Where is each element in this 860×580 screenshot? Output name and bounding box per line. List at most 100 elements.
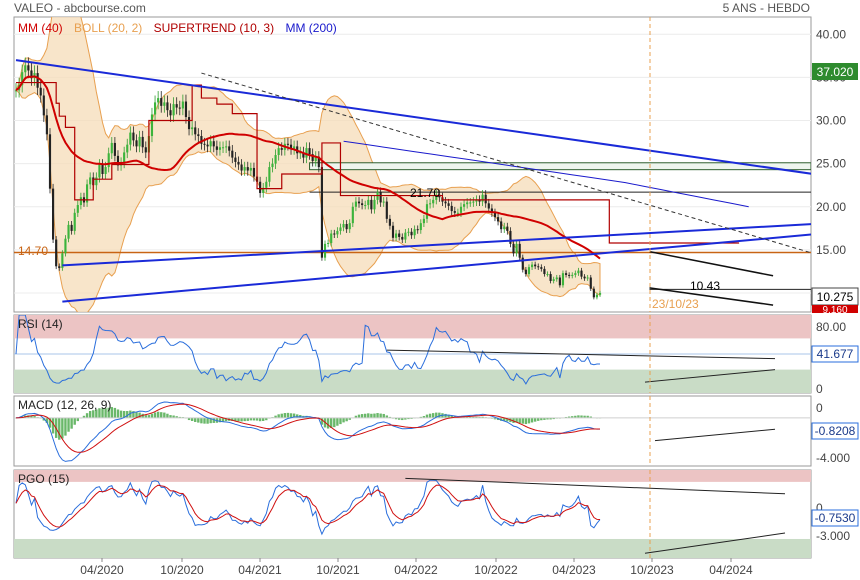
macd-hist-bar: [252, 417, 256, 421]
candle-body: [215, 146, 218, 150]
candle-body: [104, 167, 107, 174]
macd-hist-bar: [85, 413, 89, 418]
macd-hist-bar: [110, 407, 113, 418]
macd-hist-bar: [552, 417, 555, 420]
candle-body: [268, 167, 271, 182]
macd-hist-bar: [194, 417, 197, 422]
candle-body: [73, 212, 76, 231]
candle-body: [163, 102, 166, 106]
macd-hist-bar: [212, 417, 215, 423]
macd-hist-bar: [506, 417, 509, 422]
last-price-badge: [812, 63, 858, 80]
macd-panel: [13, 395, 812, 467]
trendline-0: [15, 59, 811, 175]
macd-hist-bar: [237, 417, 240, 422]
macd-hist-bar: [107, 407, 110, 418]
resistance-zone: [309, 162, 811, 171]
macd-hist-bar: [265, 417, 268, 421]
candle-body: [351, 206, 354, 224]
candle-body: [302, 152, 305, 158]
candle-body: [453, 211, 456, 213]
macd-hist-bar: [363, 413, 367, 418]
candle-body: [184, 101, 188, 118]
macd-hist-bar: [345, 417, 348, 422]
candle-body: [521, 257, 524, 270]
macd-hist-bar: [530, 417, 534, 423]
rsi-trendline-upper: [386, 349, 776, 360]
candle-body: [95, 177, 98, 186]
candle-body: [252, 167, 256, 177]
candle-body: [24, 65, 27, 73]
candle-body: [543, 268, 546, 275]
pgo-tick-0: 0: [816, 501, 823, 515]
x-tick-label: 04/2020: [80, 563, 124, 577]
macd-hist-bar: [422, 416, 426, 418]
candle-body: [444, 201, 447, 204]
candle-body: [218, 147, 222, 150]
candle-body: [194, 127, 197, 135]
macd-hist-bar: [571, 416, 574, 418]
candle-body: [447, 203, 450, 206]
macd-hist-bar: [45, 417, 49, 423]
macd-hist-bar: [404, 417, 407, 420]
x-axis: 04/2020 10/2020 04/2021 10/2021 04/2022 10/20…: [80, 558, 753, 577]
candle-body: [107, 153, 110, 168]
candle-body: [503, 226, 506, 230]
x-tick-label: 04/2021: [238, 563, 282, 577]
macd-hist-bar: [549, 417, 552, 420]
candle-body: [509, 230, 512, 244]
chart-symbol-title: VALEO - abcbourse.com: [14, 1, 146, 15]
trendline-4: [649, 250, 774, 277]
candle-body: [466, 202, 469, 205]
macd-hist-bar: [190, 417, 194, 422]
macd-hist-bar: [521, 417, 524, 424]
macd-hist-bar: [70, 417, 73, 429]
trendline-2: [62, 233, 811, 303]
candle-body: [293, 146, 296, 149]
candle-body: [52, 188, 55, 240]
macd-hist-bar: [224, 417, 228, 422]
pgo-tick-minus3: -3.000: [816, 529, 850, 543]
macd-hist-bar: [401, 417, 404, 421]
candle-body: [592, 288, 595, 298]
macd-tick-minus4: -4.000: [816, 451, 850, 465]
chart-period-label: 5 ANS - HEBDO: [723, 1, 810, 15]
candle-body: [169, 110, 172, 116]
rsi-trendline-lower: [644, 369, 776, 383]
macd-hist-bar: [348, 417, 351, 420]
macd-hist-bar: [206, 417, 209, 424]
candle-body: [364, 205, 367, 207]
candle-body: [160, 98, 163, 106]
candle-body: [311, 154, 314, 162]
macd-tick-0: 0: [816, 401, 823, 415]
candle-body: [308, 148, 311, 155]
candle-body: [271, 163, 274, 168]
candle-body: [367, 199, 370, 206]
candle-body: [320, 167, 324, 258]
macd-hist-bar: [385, 415, 389, 418]
macd-hist-bar: [567, 416, 571, 418]
candle-body: [221, 147, 225, 149]
price-tick-label: 15.00: [816, 243, 846, 257]
candle-body: [42, 95, 45, 116]
trendlines: [15, 59, 811, 306]
macd-hist-bar: [512, 417, 515, 423]
candle-body: [85, 184, 89, 203]
candle-body: [262, 187, 265, 193]
macd-hist-bar: [76, 417, 80, 422]
macd-trendlines: [654, 428, 776, 442]
candle-body: [166, 102, 169, 111]
candle-body: [249, 167, 252, 171]
candle-body: [469, 202, 472, 204]
trendline-3: [201, 72, 811, 254]
candle-body: [361, 203, 364, 206]
price-tick-label: 40.00: [816, 27, 846, 41]
candle-body: [496, 217, 500, 222]
legend-mm40: MM (40): [18, 21, 63, 35]
macd-hist-bar: [329, 417, 333, 429]
candle-body: [123, 152, 126, 163]
macd-hist-bar: [336, 417, 339, 426]
rsi-tick-80: 80.00: [816, 320, 846, 334]
macd-hist-bar: [515, 417, 518, 423]
candle-body: [110, 142, 113, 154]
